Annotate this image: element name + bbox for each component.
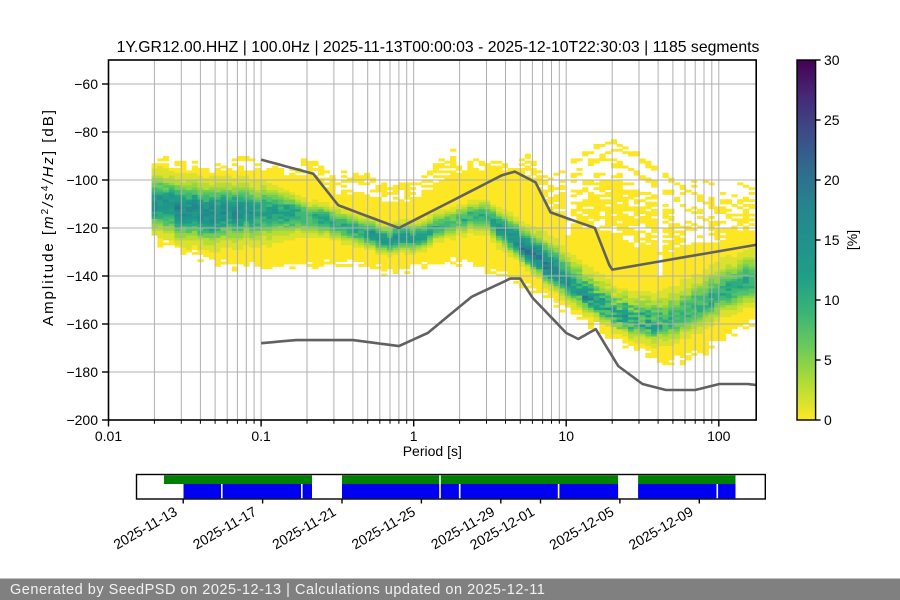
svg-text:25: 25	[824, 112, 840, 128]
svg-text:Amplitude [m2/s4/Hz] [dB]: Amplitude [m2/s4/Hz] [dB]	[40, 108, 57, 326]
svg-text:1: 1	[410, 428, 418, 444]
svg-text:0.01: 0.01	[95, 428, 122, 444]
svg-text:−180: −180	[66, 364, 98, 380]
svg-text:0.1: 0.1	[251, 428, 271, 444]
svg-text:−140: −140	[66, 268, 98, 284]
svg-text:0: 0	[824, 412, 832, 428]
svg-text:Period [s]: Period [s]	[403, 443, 462, 459]
svg-text:100: 100	[707, 428, 731, 444]
svg-text:1Y.GR12.00.HHZ | 100.0Hz | 202: 1Y.GR12.00.HHZ | 100.0Hz | 2025-11-13T00…	[117, 39, 760, 56]
svg-text:−80: −80	[74, 124, 98, 140]
svg-text:5: 5	[824, 352, 832, 368]
svg-text:−100: −100	[66, 172, 98, 188]
svg-text:30: 30	[824, 52, 840, 68]
svg-text:−160: −160	[66, 316, 98, 332]
svg-text:Generated by SeedPSD on 2025-1: Generated by SeedPSD on 2025-12-13 | Cal…	[10, 582, 545, 598]
svg-text:−120: −120	[66, 220, 98, 236]
svg-text:−60: −60	[74, 76, 98, 92]
svg-text:15: 15	[824, 232, 840, 248]
svg-text:−200: −200	[66, 412, 98, 428]
svg-text:20: 20	[824, 172, 840, 188]
svg-text:[%]: [%]	[844, 230, 860, 250]
svg-text:10: 10	[558, 428, 574, 444]
svg-text:10: 10	[824, 292, 840, 308]
